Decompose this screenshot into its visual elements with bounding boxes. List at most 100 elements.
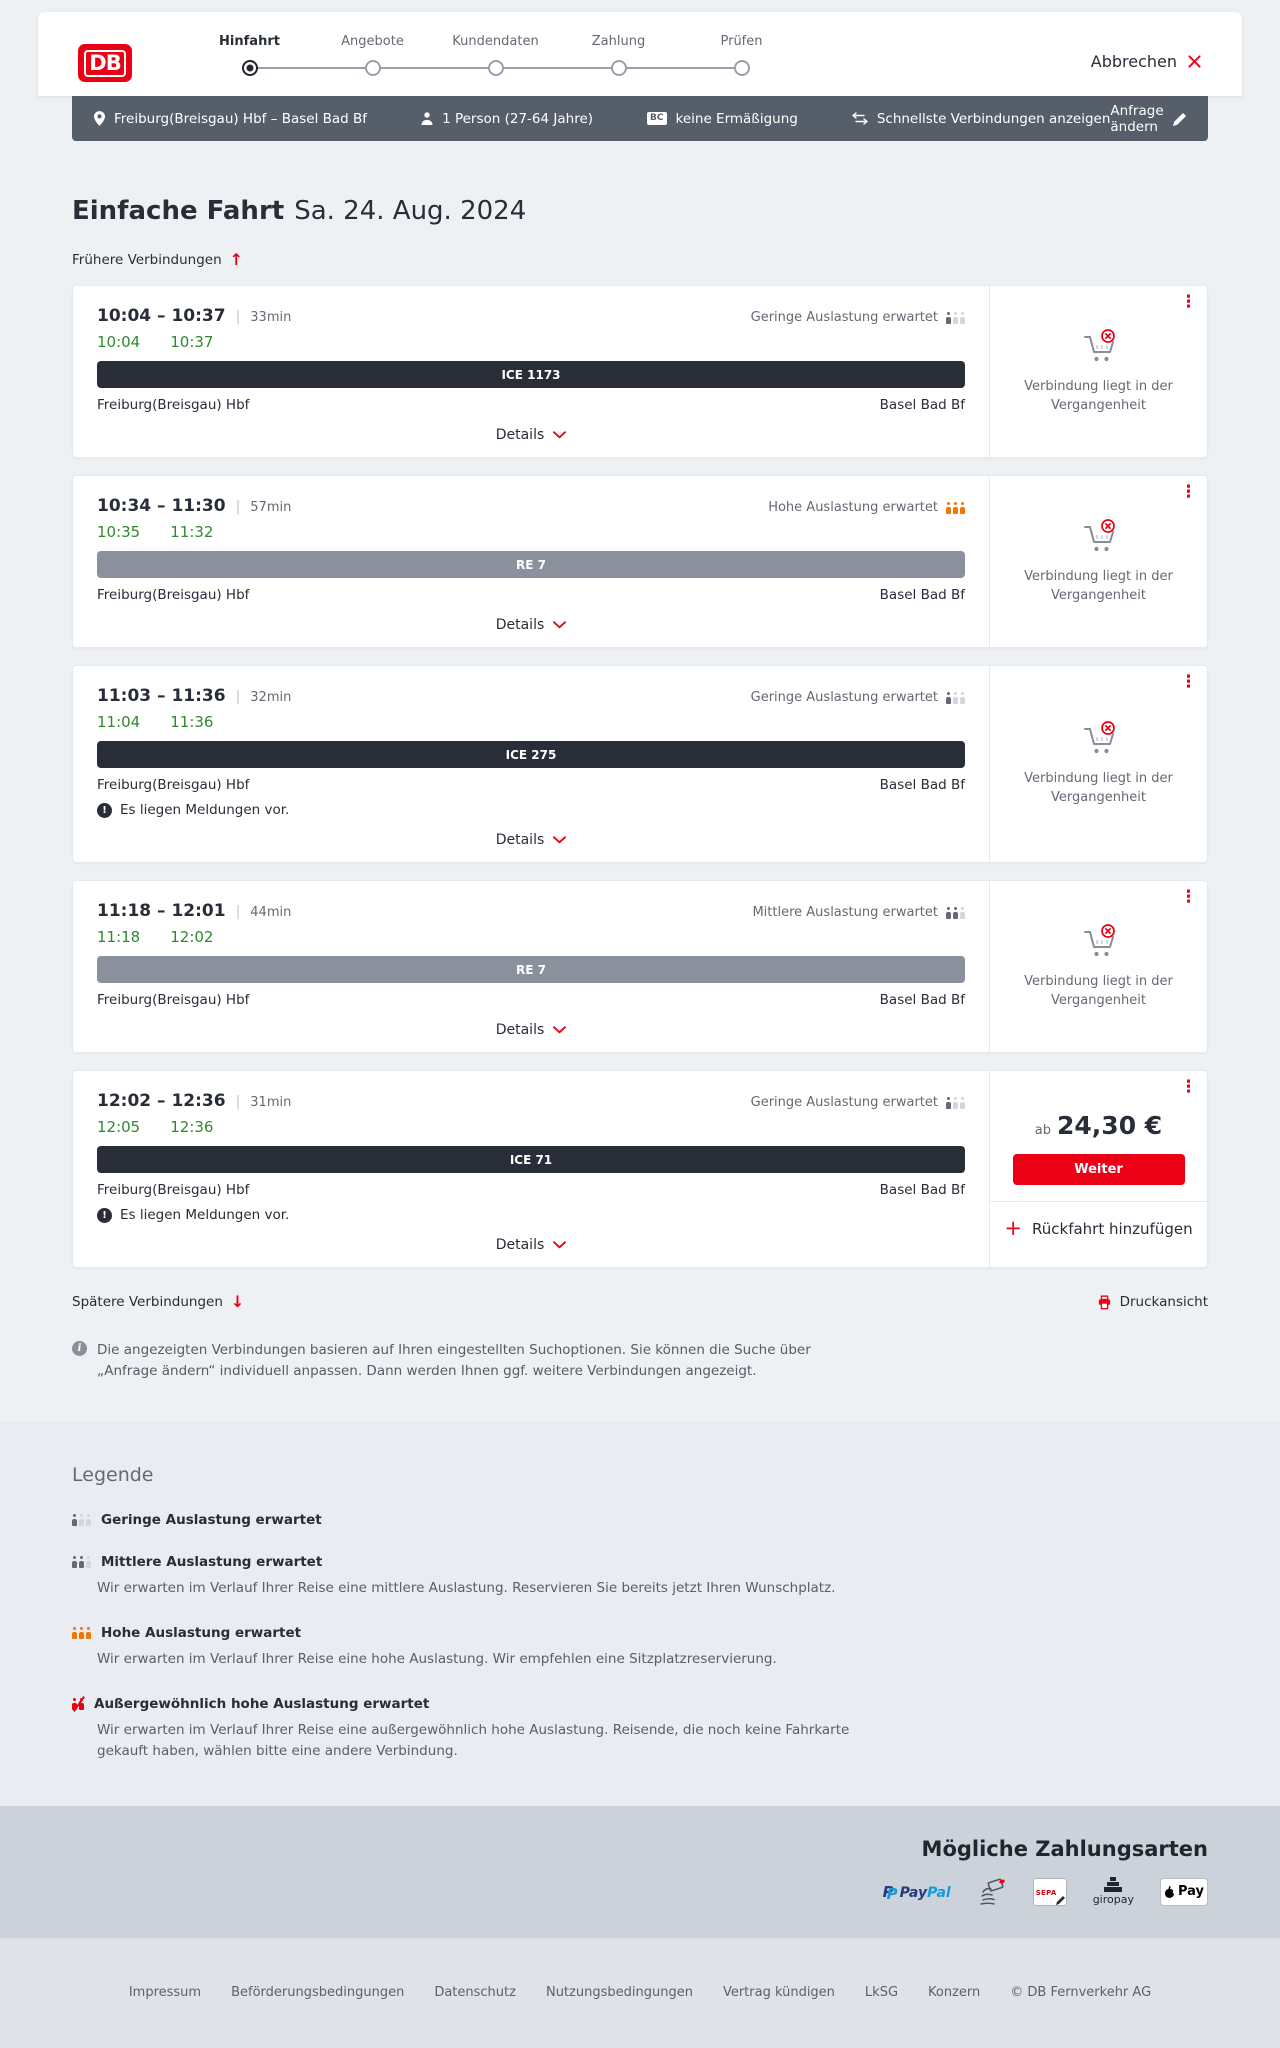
paypal-icon: PayPal	[883, 1882, 951, 1903]
past-connection-note: Verbindung liegt in der Vergangenheit	[1024, 378, 1173, 413]
later-connections-link[interactable]: Spätere Verbindungen ↓	[72, 1292, 245, 1311]
details-toggle[interactable]: Details	[97, 427, 965, 443]
footer-link-nutzungsbedingungen[interactable]: Nutzungsbedingungen	[545, 1985, 693, 2001]
time-range: 10:04 – 10:37	[97, 306, 226, 326]
realtime-times: 11:18 12:02	[97, 928, 214, 946]
copyright: © DB Fernverkehr AG	[1010, 1985, 1152, 2001]
step-dot	[610, 60, 627, 76]
edit-pencil-icon	[1172, 112, 1187, 126]
add-return-button[interactable]: + Rückfahrt hinzufügen	[990, 1201, 1207, 1243]
location-pin-icon	[94, 111, 105, 126]
legend-title: Legende	[72, 1463, 154, 1486]
plus-icon: +	[1004, 1216, 1022, 1240]
discount-summary: BC keine Ermäßigung	[647, 111, 798, 127]
past-connection-note: Verbindung liegt in der Vergangenheit	[1024, 568, 1173, 603]
past-connection-note: Verbindung liegt in der Vergangenheit	[1024, 771, 1173, 805]
train-segment-bar: RE 7	[97, 956, 965, 983]
occupancy-low-icon	[946, 1096, 965, 1109]
arrow-down-icon: ↓	[230, 1292, 245, 1311]
progress-steps: Hinfahrt Angebote Kundendaten Zahlung Pr…	[188, 34, 803, 77]
kebab-menu-icon[interactable]: ⋮	[1180, 887, 1197, 907]
sepa-direct-debit-icon: SEPA	[1032, 1877, 1067, 1906]
step-pruefen[interactable]: Prüfen	[680, 34, 803, 77]
checkout-header: DB Hinfahrt Angebote Kundendaten Zahlung…	[38, 12, 1242, 96]
cart-crossed-icon	[1077, 720, 1121, 760]
page-title: Einfache Fahrt Sa. 24. Aug. 2024	[72, 196, 527, 226]
step-hinfahrt[interactable]: Hinfahrt	[188, 34, 373, 77]
occupancy-medium-icon	[946, 906, 965, 919]
messages-note: ! Es liegen Meldungen vor.	[97, 802, 965, 818]
legend-item: Hohe Auslastung erwartet Wir erwarten im…	[72, 1625, 1208, 1670]
giropay-icon: giropay	[1093, 1877, 1134, 1906]
occupancy-high-icon	[72, 1626, 91, 1639]
step-dot	[733, 60, 750, 76]
train-segment-bar: ICE 1173	[97, 361, 965, 388]
chevron-down-icon	[553, 621, 567, 629]
cart-crossed-icon	[1077, 518, 1121, 558]
train-segment-bar: RE 7	[97, 551, 965, 578]
footer-link-befoerderungsbedingungen[interactable]: Beförderungsbedingungen	[231, 1985, 405, 2001]
kebab-menu-icon[interactable]: ⋮	[1180, 1077, 1197, 1097]
step-dot-active	[241, 60, 258, 76]
bahncard-icon: BC	[647, 112, 667, 125]
duration: 44min	[250, 905, 292, 920]
time-range: 12:02 – 12:36	[97, 1091, 226, 1111]
occupancy-exceptional-icon	[72, 1695, 85, 1712]
footer-link-lksg[interactable]: LkSG	[864, 1985, 899, 2001]
train-segment-bar: ICE 71	[97, 1146, 965, 1173]
destination-station: Basel Bad Bf	[879, 397, 965, 413]
arrow-up-icon: ↑	[229, 250, 244, 269]
origin-station: Freiburg(Breisgau) Hbf	[97, 587, 250, 603]
duration: 33min	[250, 310, 292, 325]
destination-station: Basel Bad Bf	[879, 992, 965, 1008]
kebab-menu-icon[interactable]: ⋮	[1180, 292, 1197, 312]
connection-card: 12:02 – 12:36 | 31min Geringe Auslastung…	[72, 1070, 1208, 1268]
print-view-link[interactable]: Druckansicht	[1097, 1294, 1208, 1310]
close-icon	[1187, 54, 1202, 69]
continue-button[interactable]: Weiter	[1012, 1154, 1185, 1185]
occupancy-medium-icon	[72, 1555, 91, 1568]
details-toggle[interactable]: Details	[97, 1022, 965, 1038]
origin-station: Freiburg(Breisgau) Hbf	[97, 777, 250, 793]
occupancy-low-icon	[946, 691, 965, 704]
occupancy-low-icon	[946, 311, 965, 324]
step-zahlung[interactable]: Zahlung	[557, 34, 742, 77]
alert-icon: !	[97, 802, 112, 818]
train-segment-bar: ICE 275	[97, 741, 965, 768]
connection-card: 10:34 – 11:30 | 57min Hohe Auslastung er…	[72, 475, 1208, 648]
footer-link-konzern[interactable]: Konzern	[928, 1985, 981, 2001]
step-kundendaten[interactable]: Kundendaten	[434, 34, 619, 77]
kebab-menu-icon[interactable]: ⋮	[1180, 482, 1197, 502]
passengers-summary: 1 Person (27-64 Jahre)	[421, 111, 593, 127]
duration: 57min	[250, 500, 292, 515]
connection-card: 11:03 – 11:36 | 32min Geringe Auslastung…	[72, 665, 1208, 863]
footer: Impressum Beförderungsbedingungen Datens…	[0, 1937, 1280, 2048]
occupancy-high-icon	[946, 501, 965, 514]
origin-station: Freiburg(Breisgau) Hbf	[97, 1182, 250, 1198]
footer-link-vertrag-kuendigen[interactable]: Vertrag kündigen	[722, 1985, 835, 2001]
person-icon	[421, 112, 433, 125]
destination-station: Basel Bad Bf	[879, 1182, 965, 1198]
kebab-menu-icon[interactable]: ⋮	[1180, 672, 1197, 692]
footer-link-impressum[interactable]: Impressum	[128, 1985, 202, 2001]
details-toggle[interactable]: Details	[97, 832, 965, 848]
price: 24,30 €	[1057, 1111, 1163, 1140]
realtime-times: 11:04 11:36	[97, 713, 214, 731]
connection-card: 11:18 – 12:01 | 44min Mittlere Auslastun…	[72, 880, 1208, 1053]
edit-request-button[interactable]: Anfrage ändern	[1110, 103, 1186, 135]
step-angebote[interactable]: Angebote	[311, 34, 496, 77]
earlier-connections-link[interactable]: Frühere Verbindungen ↑	[72, 250, 244, 269]
cancel-button[interactable]: Abbrechen	[1091, 52, 1202, 71]
cart-crossed-icon	[1077, 923, 1121, 963]
apple-pay-icon: Pay	[1160, 1877, 1208, 1906]
footer-link-datenschutz[interactable]: Datenschutz	[434, 1985, 516, 2001]
duration: 32min	[250, 690, 292, 705]
details-toggle[interactable]: Details	[97, 1237, 965, 1253]
details-toggle[interactable]: Details	[97, 617, 965, 633]
realtime-times: 12:05 12:36	[97, 1118, 214, 1136]
payment-methods-section: Mögliche Zahlungsarten PayPal SEPA girop…	[0, 1805, 1280, 1938]
fastest-connections-toggle[interactable]: Schnellste Verbindungen anzeigen	[852, 111, 1110, 127]
chevron-down-icon	[553, 836, 567, 844]
search-options-note: i Die angezeigten Verbindungen basieren …	[72, 1340, 842, 1382]
db-logo: DB	[78, 44, 132, 82]
